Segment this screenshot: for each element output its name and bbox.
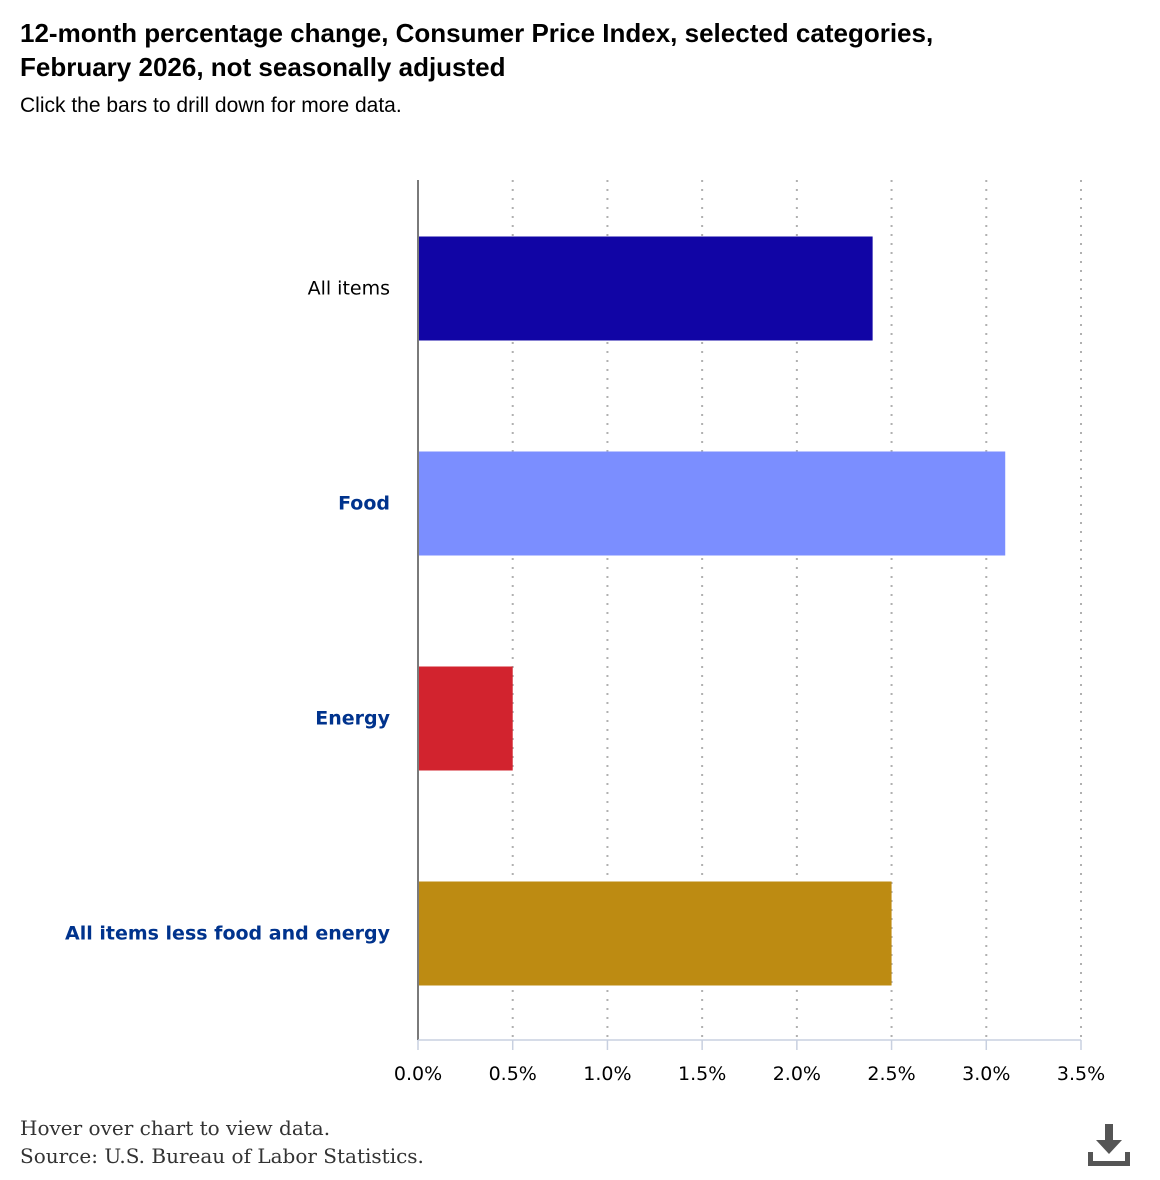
x-tick-label: 2.0% [773,1063,821,1085]
bar-energy[interactable] [418,666,513,771]
chart-title-line-1: 12-month percentage change, Consumer Pri… [20,18,934,48]
chart-footer: Hover over chart to view data. Source: U… [20,1114,424,1170]
category-label: All items [308,278,390,300]
bars[interactable] [418,236,1006,986]
x-tick-label: 1.5% [678,1063,726,1085]
category-labels: All items Food Energy All items less food a… [65,278,391,945]
bar-chart[interactable]: All items Food Energy All items less food a… [0,0,1160,1100]
category-label[interactable]: Food [338,493,390,515]
download-button[interactable] [1084,1120,1134,1170]
source-note: Source: U.S. Bureau of Labor Statistics. [20,1144,424,1168]
x-tick-label: 0.5% [489,1063,537,1085]
bar-food[interactable] [418,451,1006,556]
x-tick-label: 0.0% [394,1063,442,1085]
bar-all-items-less-food-and-energy[interactable] [418,881,892,986]
x-tick-label: 3.0% [962,1063,1010,1085]
axes [417,180,1082,1050]
download-icon [1088,1124,1130,1166]
x-tick-label: 3.5% [1057,1063,1105,1085]
category-label[interactable]: Energy [315,708,390,730]
x-tick-label: 2.5% [867,1063,915,1085]
chart-title: 12-month percentage change, Consumer Pri… [20,16,1120,84]
chart-subtitle: Click the bars to drill down for more da… [20,94,402,117]
x-tick-label: 1.0% [583,1063,631,1085]
tick-labels: 0.0% 0.5% 1.0% 1.5% 2.0% 2.5% 3.0% 3.5% [394,1063,1105,1085]
bar-all-items[interactable] [418,236,873,341]
category-label[interactable]: All items less food and energy [65,923,391,945]
hover-note: Hover over chart to view data. [20,1116,331,1140]
chart-title-line-2: February 2026, not seasonally adjusted [20,52,506,82]
